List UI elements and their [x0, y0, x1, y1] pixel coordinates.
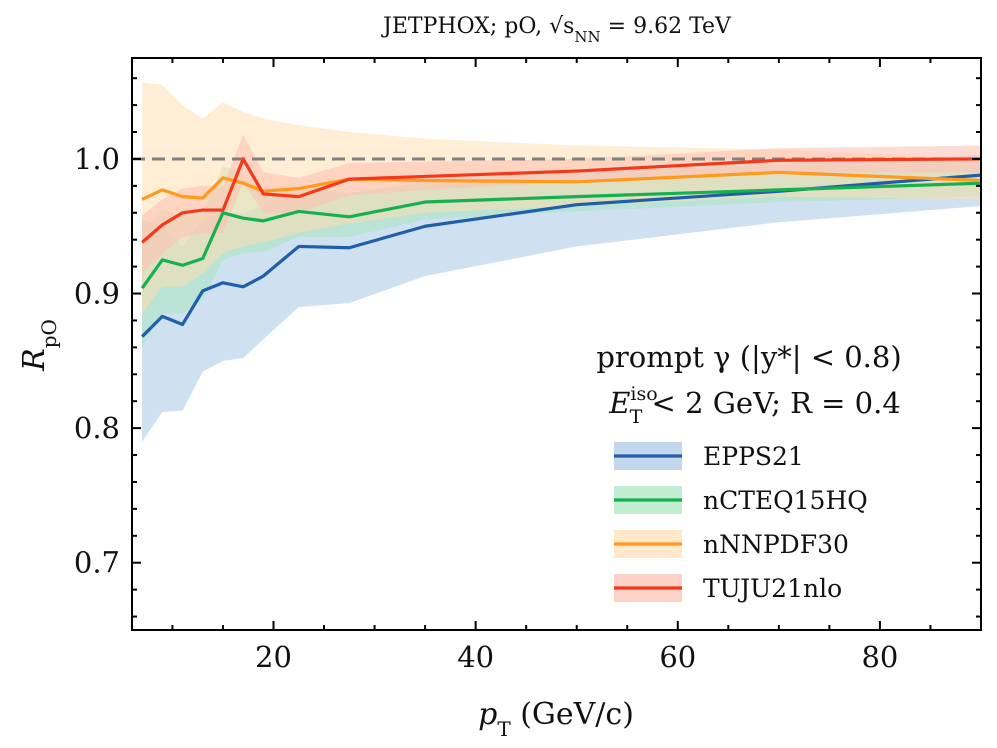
x-axis-label: pT (GeV/c) — [478, 697, 634, 741]
annotation-isolation: Eiso T < 2 GeV; R = 0.4 — [608, 383, 901, 428]
line-tuju21nlo — [141, 157, 981, 244]
plot-frame — [131, 57, 982, 631]
x-tick-label: 80 — [861, 640, 898, 674]
line-ncteq15hq — [140, 181, 981, 290]
y-tick-label: 0.7 — [74, 546, 120, 580]
x-tick-label: 20 — [255, 640, 292, 674]
legend-label-epps21: EPPS21 — [703, 442, 804, 471]
plot-area: 20 40 60 80 0.7 0.8 0.9 1.0 — [74, 57, 982, 674]
legend-label-ncteq15hq: nCTEQ15HQ — [703, 486, 868, 515]
x-tick-label: 60 — [659, 640, 696, 674]
legend: EPPS21 nCTEQ15HQ nNNPDF30 TUJU21nlo — [614, 442, 868, 603]
legend-label-tuju21nlo: TUJU21nlo — [703, 574, 842, 603]
line-epps21 — [140, 173, 981, 338]
chart-title: JETPHOX; pO, √sNN = 9.62 TeV — [381, 14, 732, 46]
legend-label-nnnpdf30: nNNPDF30 — [703, 530, 849, 559]
band-tuju21nlo — [142, 134, 981, 274]
x-tick-label: 40 — [457, 640, 494, 674]
y-tick-label: 0.8 — [74, 411, 120, 445]
y-axis-label: RpO — [17, 319, 61, 372]
annotation-prompt-gamma: prompt γ (|y*| < 0.8) — [596, 340, 901, 374]
y-tick-label: 0.9 — [74, 277, 120, 311]
y-tick-label: 1.0 — [74, 142, 120, 176]
